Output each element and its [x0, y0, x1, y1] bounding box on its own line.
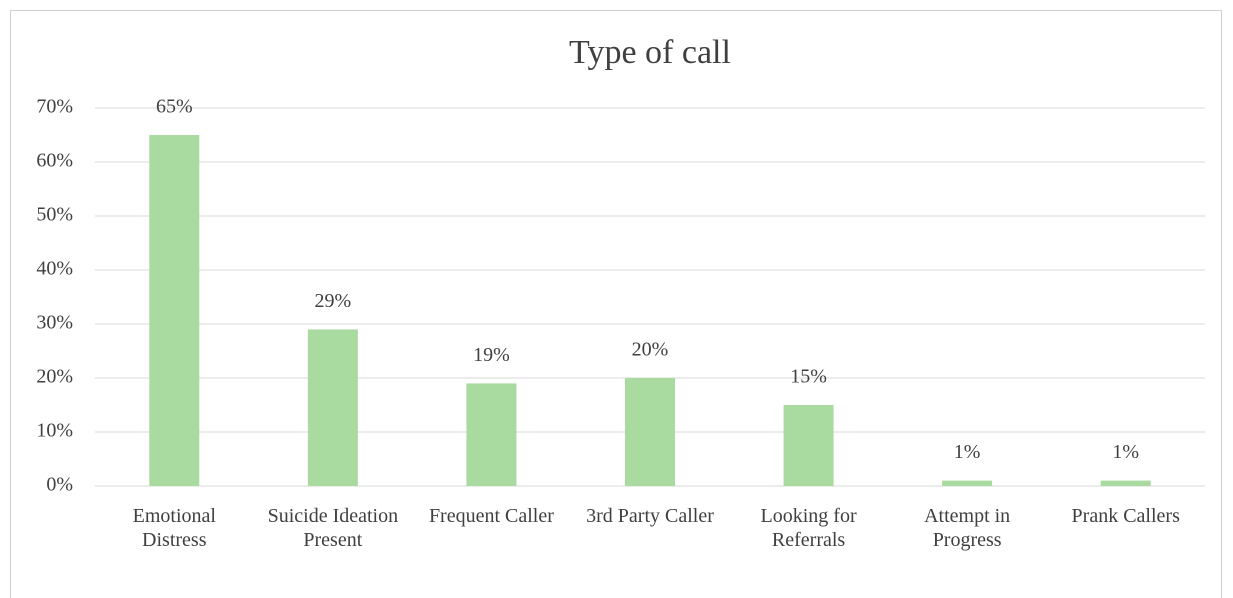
data-label: 20%: [632, 339, 669, 361]
x-tick-label: 3rd Party Caller: [586, 505, 714, 527]
x-tick-label: Frequent Caller: [428, 505, 554, 527]
bar: [625, 378, 675, 486]
bar: [466, 383, 517, 486]
bar: [783, 405, 834, 486]
x-tick-label: Suicide Ideation Present: [267, 505, 399, 551]
chart-border: [10, 10, 1222, 598]
data-label: 1%: [954, 441, 981, 463]
data-label: 29%: [315, 290, 352, 312]
y-tick-label: 50%: [36, 204, 73, 226]
y-tick-label: 30%: [36, 312, 73, 334]
y-tick-label: 10%: [36, 420, 73, 442]
data-label: 1%: [1112, 441, 1139, 463]
y-tick-label: 40%: [36, 258, 73, 280]
x-tick-label: Emotional Distress: [132, 505, 216, 551]
data-label: 65%: [156, 96, 193, 118]
y-tick-label: 60%: [36, 150, 73, 172]
x-tick-label: Attempt in Progress: [924, 505, 1011, 551]
data-label: 15%: [790, 366, 827, 388]
bar: [1100, 480, 1151, 486]
x-tick-label: Prank Callers: [1071, 505, 1180, 527]
y-tick-label: 70%: [36, 96, 73, 118]
bar: [307, 329, 358, 486]
chart-title: Type of call: [569, 34, 731, 71]
x-tick-label: Looking for Referrals: [760, 505, 857, 551]
bar: [149, 135, 200, 486]
bar: [942, 480, 993, 486]
data-label: 19%: [473, 344, 510, 366]
y-tick-label: 20%: [36, 366, 73, 388]
y-tick-label: 0%: [46, 474, 73, 496]
